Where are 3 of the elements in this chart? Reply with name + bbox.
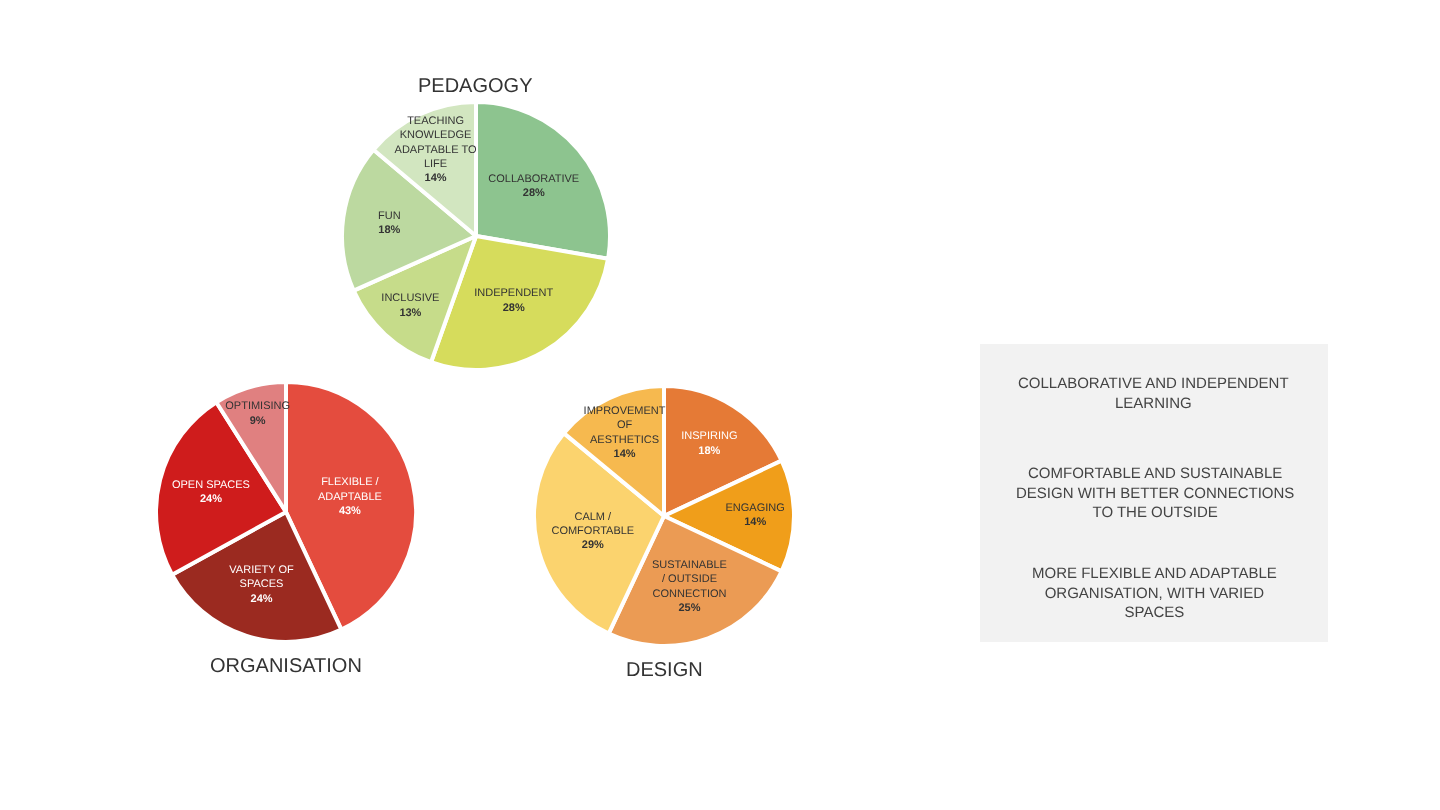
text: ORGANISATION [210, 656, 362, 678]
chart-title: PEDAGOGY [418, 76, 534, 98]
text: DESIGN [626, 660, 703, 682]
